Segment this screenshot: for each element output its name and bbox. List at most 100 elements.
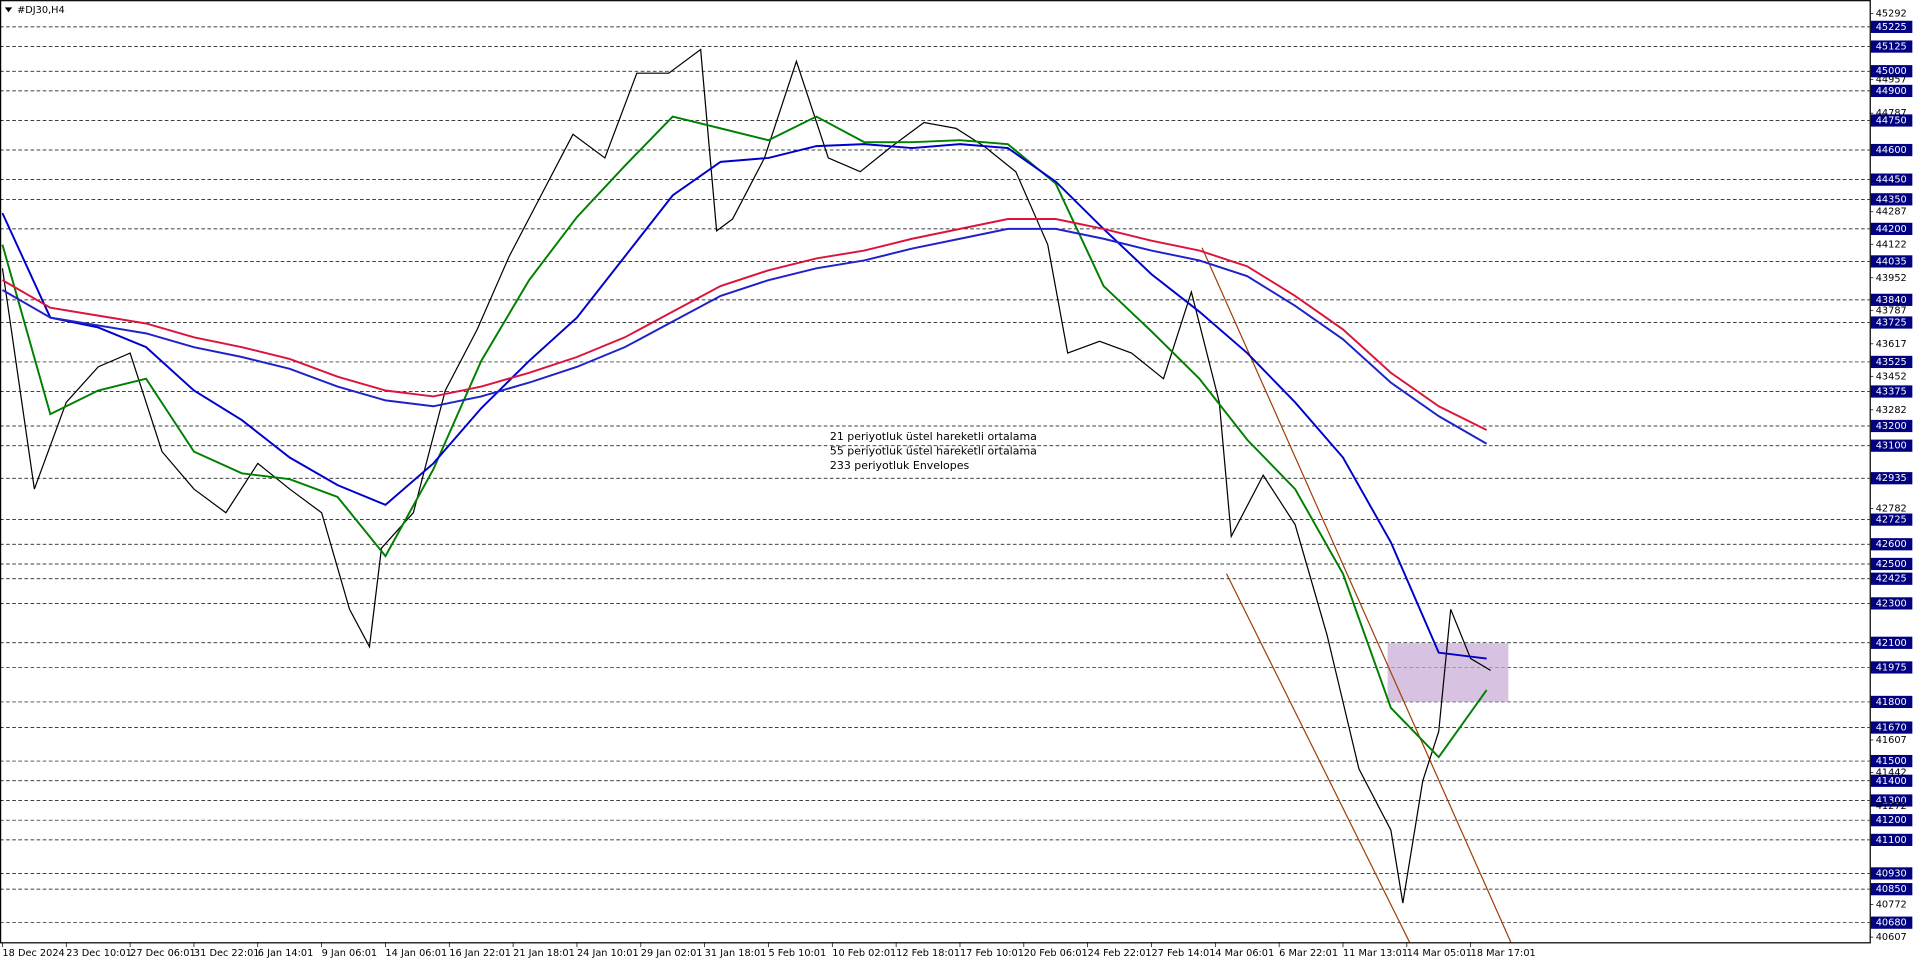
legend: 21 periyotluk üstel hareketli ortalama 55…: [830, 430, 1037, 472]
level-label: 41100: [1876, 835, 1907, 846]
y-tick-label: 41442: [1876, 767, 1907, 778]
level-label-box: [1870, 695, 1913, 709]
level-label-box: [1870, 173, 1913, 186]
x-tick-label: 17 Feb 10:01: [960, 948, 1024, 959]
level-label: 45125: [1876, 42, 1907, 53]
y-tick-label: 44787: [1876, 108, 1907, 119]
x-tick-label: 18 Dec 2024: [2, 948, 64, 959]
level-label-box: [1870, 774, 1913, 787]
x-tick-label: 12 Feb 18:01: [896, 948, 960, 959]
level-label-box: [1870, 40, 1913, 53]
series-line: [1, 227, 1488, 445]
series-line: [1, 48, 1491, 904]
level-label: 43200: [1876, 421, 1907, 432]
y-tick-label: 44957: [1876, 75, 1907, 86]
level-label: 41300: [1876, 795, 1907, 806]
x-tick-label: 21 Jan 18:01: [513, 948, 575, 959]
x-tick-label: 31 Dec 22:01: [194, 948, 260, 959]
legend-entry: 233 periyotluk Envelopes: [830, 459, 970, 472]
level-label-box: [1870, 293, 1913, 306]
level-label: 43525: [1876, 357, 1907, 368]
level-label-box: [1870, 597, 1913, 610]
level-label-box: [1870, 114, 1913, 127]
series-line: [1, 218, 1488, 431]
level-label-box: [1870, 572, 1913, 585]
zone-box: [1387, 643, 1509, 702]
x-tick-label: 27 Feb 14:01: [1151, 948, 1215, 959]
level-label: 44600: [1876, 145, 1907, 156]
level-label: 44350: [1876, 194, 1907, 205]
channel-lower: [1225, 573, 1411, 943]
y-tick-label: 43617: [1876, 339, 1907, 350]
level-label: 41800: [1876, 697, 1907, 708]
level-label-box: [1870, 814, 1913, 827]
level-label-box: [1870, 754, 1913, 768]
level-label-box: [1870, 355, 1913, 369]
y-tick-label: 40607: [1876, 932, 1907, 943]
level-label: 42500: [1876, 559, 1907, 570]
level-label: 42935: [1876, 473, 1907, 484]
level-label-box: [1870, 193, 1913, 206]
menu-triangle[interactable]: [4, 7, 13, 13]
level-label-box: [1870, 557, 1913, 571]
x-tick-label: 16 Jan 22:01: [449, 948, 511, 959]
x-tick-label: 14 Mar 05:01: [1407, 948, 1472, 959]
y-tick-label: 43952: [1876, 273, 1907, 284]
x-tick-label: 6 Mar 22:01: [1279, 948, 1338, 959]
y-tick-label: 43282: [1876, 405, 1907, 416]
axes: 45225 45125 45000 44900 44750 44600 44450 44350…: [2, 9, 1913, 959]
level-label-box: [1870, 883, 1913, 896]
level-label-box: [1870, 385, 1913, 398]
series-line: [1, 143, 1487, 660]
level-label-box: [1870, 439, 1913, 452]
level-label-box: [1870, 143, 1913, 157]
level-label-box: [1870, 794, 1913, 807]
level-label: 40930: [1876, 868, 1907, 879]
level-label: 42300: [1876, 598, 1907, 609]
level-label-box: [1870, 20, 1913, 33]
level-label: 44200: [1876, 224, 1907, 235]
level-label-box: [1870, 636, 1913, 649]
level-label: 42600: [1876, 539, 1907, 550]
level-label-box: [1870, 721, 1913, 734]
y-tick-label: 40772: [1876, 900, 1907, 911]
level-label-box: [1870, 316, 1913, 329]
level-label: 42425: [1876, 574, 1907, 585]
x-tick-label: 24 Feb 22:01: [1088, 948, 1152, 959]
level-label-box: [1870, 916, 1913, 929]
plot-frame: [0, 0, 1871, 944]
x-tick-label: 20 Feb 06:01: [1024, 948, 1088, 959]
legend-entry: 21 periyotluk üstel hareketli ortalama: [830, 430, 1037, 443]
legend-entry: 55 periyotluk üstel hareketli ortalama: [830, 445, 1037, 458]
level-label: 44035: [1876, 256, 1907, 267]
x-tick-label: 5 Feb 10:01: [768, 948, 826, 959]
level-label: 43100: [1876, 441, 1907, 452]
level-label: 40850: [1876, 884, 1907, 895]
x-tick-label: 18 Mar 17:01: [1471, 948, 1536, 959]
x-tick-label: 9 Jan 06:01: [322, 948, 378, 959]
level-label: 42725: [1876, 515, 1907, 526]
level-label-box: [1870, 255, 1913, 268]
level-label: 43840: [1876, 295, 1907, 306]
x-tick-label: 31 Jan 18:01: [705, 948, 767, 959]
y-tick-label: 45292: [1876, 9, 1907, 20]
series-lines: [1, 48, 1491, 904]
x-tick-label: 14 Jan 06:01: [385, 948, 447, 959]
level-label: 43375: [1876, 386, 1907, 397]
level-label: 44450: [1876, 175, 1907, 186]
level-label: 41400: [1876, 776, 1907, 787]
y-tick-label: 44122: [1876, 239, 1907, 250]
channel-upper: [1201, 247, 1512, 943]
x-tick-label: 11 Mar 13:01: [1343, 948, 1408, 959]
y-tick-label: 42782: [1876, 503, 1907, 514]
y-tick-label: 41607: [1876, 735, 1907, 746]
x-tick-label: 10 Feb 02:01: [832, 948, 896, 959]
y-tick-label: 43787: [1876, 305, 1907, 316]
level-label: 44900: [1876, 86, 1907, 97]
series-line: [1, 115, 1488, 759]
x-tick-label: 24 Jan 10:01: [577, 948, 639, 959]
level-label: 41200: [1876, 815, 1907, 826]
level-label-box: [1870, 222, 1913, 235]
level-label-box: [1870, 867, 1913, 880]
